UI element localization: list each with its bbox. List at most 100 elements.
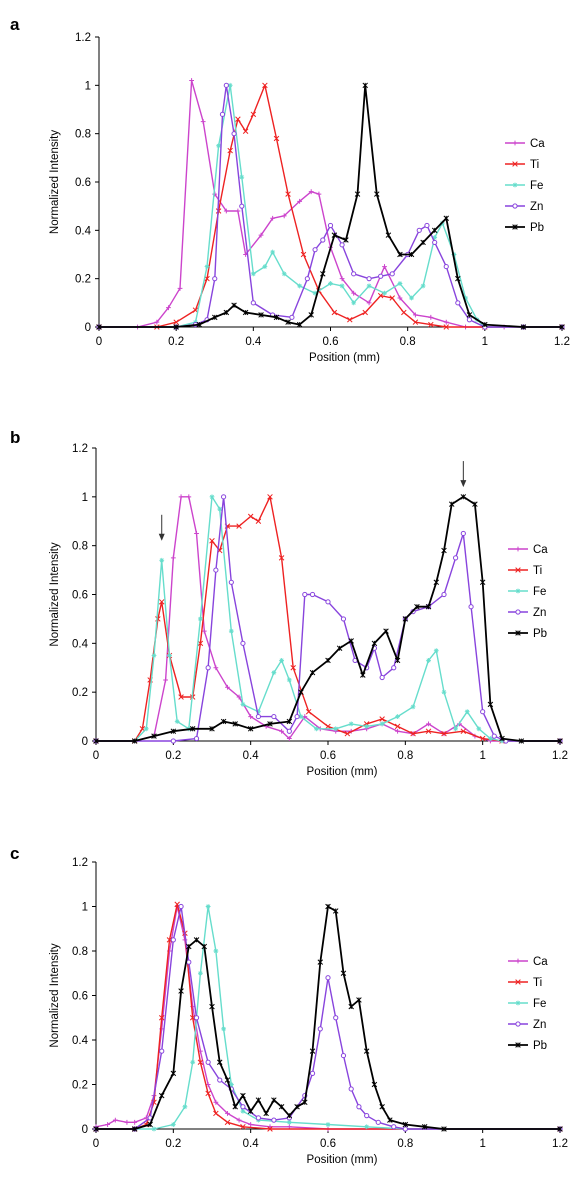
data-point [224,1119,231,1126]
data-point [402,616,409,622]
y-axis-title: Normalized Intensity [49,943,61,1047]
data-point [225,1111,230,1116]
data-point [402,1126,408,1132]
data-point [464,709,470,715]
series-pb [93,903,563,1132]
data-point [354,191,361,197]
data-point [425,603,432,610]
data-point [332,908,339,914]
data-point [557,1126,563,1132]
data-point [182,1104,188,1110]
data-point [273,135,280,142]
y-axis-title: Normalized Intensity [49,542,61,646]
data-point [331,309,338,316]
data-point [455,275,461,282]
data-point [205,904,211,909]
data-point [258,232,264,238]
data-point [401,309,407,316]
data-point [371,640,378,647]
data-point [235,208,241,214]
data-point [394,723,401,730]
data-point [201,628,207,634]
data-point [302,591,308,598]
data-point [271,1117,277,1123]
data-point [228,1082,234,1087]
y-tick-label: 0 [85,322,91,334]
data-point [416,227,422,233]
data-point [173,324,179,330]
x-axis-title: Position (mm) [309,352,380,364]
data-point [186,494,192,500]
data-point [193,1015,200,1021]
data-point [143,726,149,732]
chart-panel-a: a 0 0.2 0.4 0.6 0.8 1 1.2 0 0.2 0.4 0.6 0.8 1 1.2 Posit… [10,15,570,364]
data-point [409,295,414,301]
data-point [235,116,241,122]
data-point [520,324,527,330]
data-point [300,251,307,258]
y-tick-label: 0.2 [72,1080,88,1092]
data-point [225,684,230,690]
data-point [255,1115,261,1121]
data-point [273,314,280,321]
data-point [476,726,482,732]
y-tick-label: 0.6 [72,991,88,1003]
data-point [308,312,314,318]
data-point [200,119,206,124]
legend-marker [512,182,518,188]
data-point [205,665,211,671]
data-point [448,501,455,507]
data-point [267,494,273,500]
data-point [197,1059,204,1066]
x-tick-label: 0.8 [397,1138,413,1150]
data-point [432,239,438,246]
data-point [220,718,227,725]
x-tick-label: 0.4 [243,1138,260,1150]
data-point [159,557,165,563]
data-point [317,1026,323,1032]
legend-label: Pb [533,628,547,640]
data-point [397,281,403,286]
data-point [281,271,287,277]
x-tick-label: 0 [93,1138,99,1150]
data-point [441,689,447,695]
data-point [320,271,326,277]
data-point [391,665,397,671]
data-point [247,726,254,732]
data-point [366,300,372,306]
data-point [309,591,316,598]
data-point [258,312,264,318]
data-point [363,1048,370,1054]
data-point [331,232,338,238]
data-point [197,640,204,647]
data-point [455,300,461,306]
x-tick-label: 1 [479,1138,485,1150]
data-point [236,694,242,700]
data-point [213,1110,219,1117]
data-point [256,709,261,715]
x-tick-label: 1.2 [552,1138,568,1150]
y-tick-label: 0.6 [75,177,91,189]
data-point [428,321,434,328]
data-point [194,531,199,536]
series-line-fe [96,496,560,742]
data-point [425,728,432,734]
data-point [262,264,268,269]
x-tick-label: 0.4 [245,336,262,348]
data-point [170,555,176,561]
data-point [379,1103,385,1110]
data-point [395,714,400,719]
legend: Ca Ti Fe Zn Pb [508,544,548,640]
data-point [366,283,372,289]
data-point [348,1003,354,1010]
data-point [221,1026,226,1032]
data-point [240,1092,246,1099]
data-point [250,300,256,306]
y-axis-title: Normalized Intensity [49,130,61,234]
data-point [491,733,497,739]
data-point [151,653,157,658]
legend-label: Pb [530,222,544,234]
data-point [412,319,419,325]
data-point [377,292,384,299]
